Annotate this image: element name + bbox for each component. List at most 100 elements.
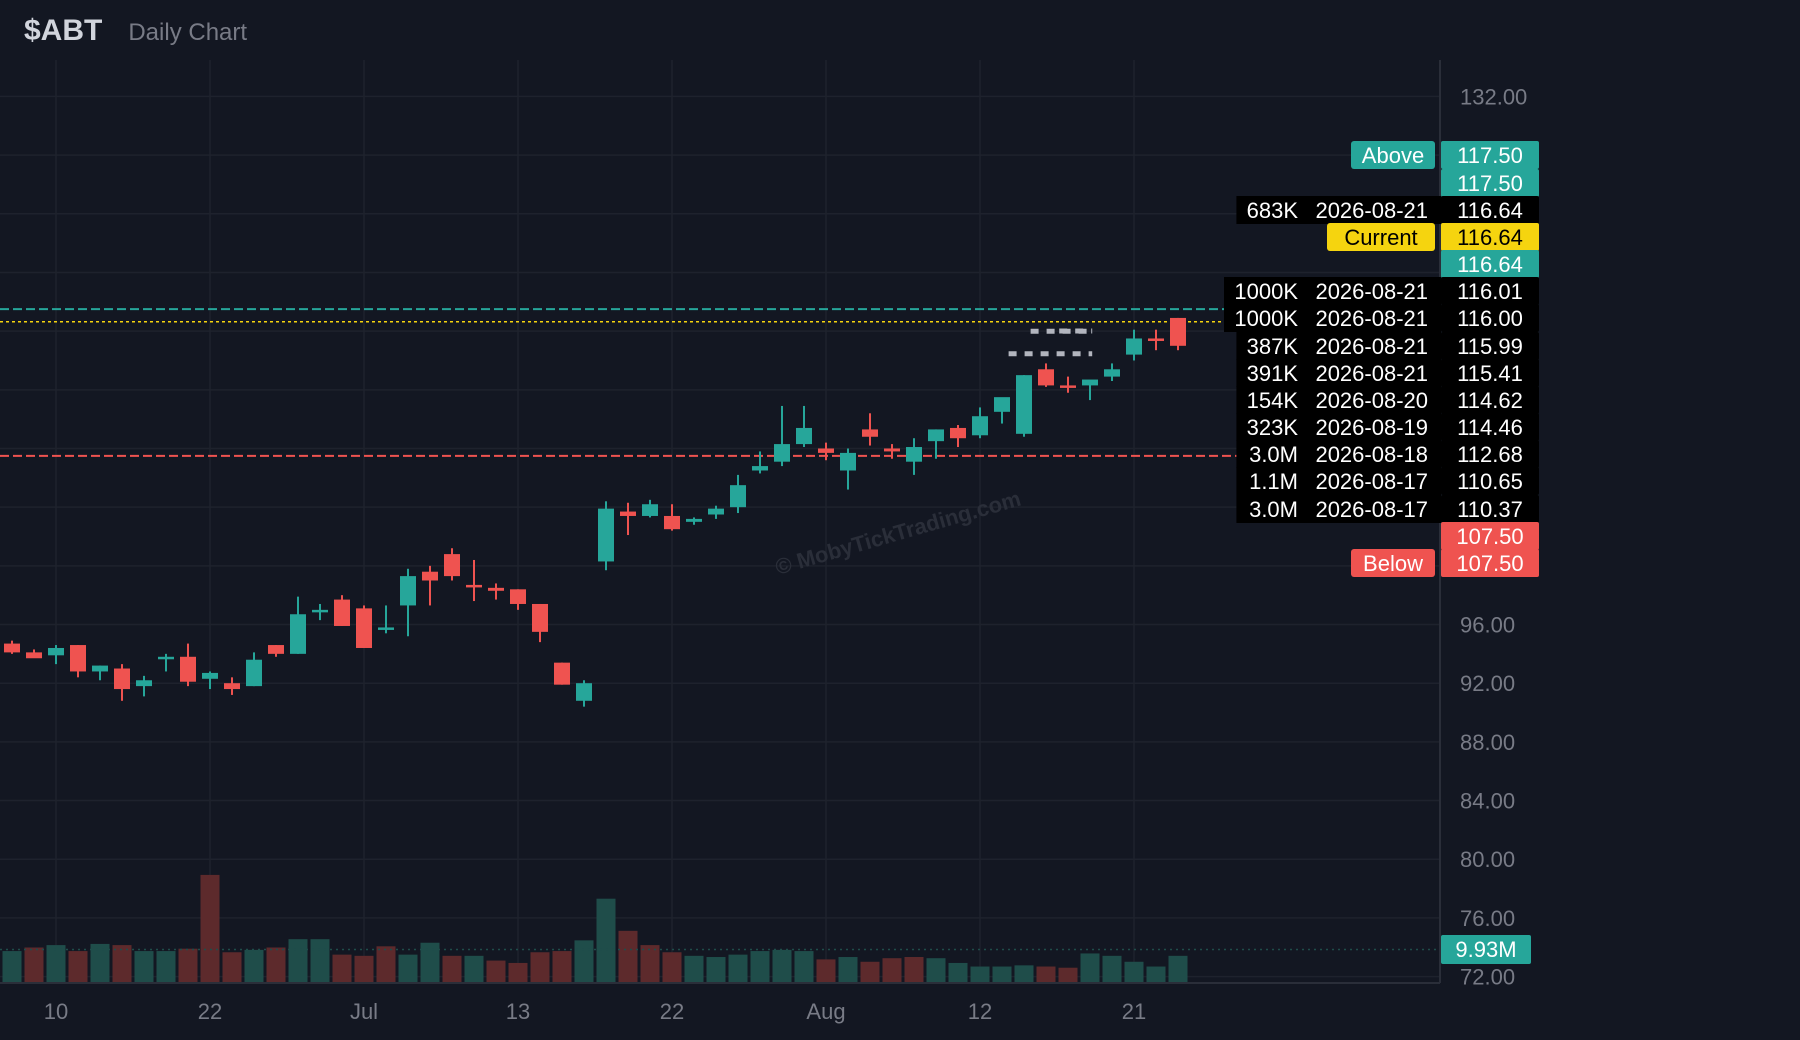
order-volume: 3.0M — [1249, 497, 1298, 522]
candle-body — [334, 599, 350, 626]
candle-body — [1170, 317, 1186, 346]
candle — [818, 442, 834, 461]
order-date: 2026-08-18 — [1315, 442, 1428, 467]
price-flag: 110.37 2026-08-17 3.0M — [1236, 495, 1539, 523]
order-date: 2026-08-17 — [1315, 497, 1428, 522]
order-volume: 387K — [1247, 334, 1299, 359]
candle-body — [1016, 375, 1032, 434]
x-tick-label: 21 — [1122, 999, 1146, 1024]
candle — [1038, 363, 1054, 387]
candle-body — [818, 448, 834, 453]
line-tag-label: Above — [1362, 143, 1424, 168]
candle — [862, 413, 878, 446]
candle-body — [290, 614, 306, 654]
candle-body — [620, 511, 636, 516]
price-flag: 107.50 — [1441, 522, 1539, 550]
candle-body — [114, 668, 130, 690]
price-flag-box — [1441, 413, 1539, 441]
price-flag-value: 116.64 — [1457, 252, 1523, 277]
candle — [686, 517, 702, 525]
x-tick-label: 12 — [968, 999, 992, 1024]
volume-bar — [904, 957, 924, 982]
volume-bar — [640, 945, 660, 982]
candle-body — [576, 683, 592, 701]
candle — [532, 603, 548, 643]
candle-body — [70, 645, 86, 672]
ticker-symbol[interactable]: $ABT — [24, 14, 103, 47]
price-flag: 116.64 2026-08-21 683K — [1236, 196, 1539, 224]
line-tag-box — [1351, 549, 1435, 577]
price-flag-box — [1441, 440, 1539, 468]
candle — [796, 405, 812, 448]
candle-body — [708, 508, 724, 515]
candle — [928, 429, 944, 459]
candle-body — [356, 608, 372, 648]
candle-body — [444, 554, 460, 577]
price-flag-value: 107.50 — [1456, 551, 1523, 576]
volume-bar — [750, 951, 770, 982]
candle — [1126, 329, 1142, 361]
price-flag: 114.62 2026-08-20 154K — [1236, 386, 1539, 414]
order-info-box — [1224, 304, 1441, 332]
price-flag-value: 115.41 — [1457, 361, 1523, 386]
candle — [840, 448, 856, 490]
candle-body — [840, 452, 856, 471]
candle — [290, 596, 306, 654]
candle — [774, 405, 790, 467]
volume-bar — [310, 939, 330, 982]
right-labels: 117.50Above117.50116.642026-08-21683K116… — [1224, 141, 1539, 577]
candle — [92, 665, 108, 681]
candle-body — [268, 645, 284, 654]
candle-body — [422, 571, 438, 581]
line-tag-label: Below — [1363, 551, 1423, 576]
volume-bar — [530, 952, 550, 982]
price-flag: 117.50 Above — [1351, 141, 1539, 169]
volume-bar — [794, 951, 814, 982]
volume-bar — [552, 951, 572, 982]
volume-bar — [332, 954, 352, 982]
volume-bar — [398, 954, 418, 982]
volume-flag: 9.93M — [1441, 935, 1531, 964]
candle — [1170, 317, 1186, 351]
candle-body — [730, 485, 746, 508]
price-flag-box — [1441, 332, 1539, 360]
candle — [554, 662, 570, 685]
price-flag-value: 116.01 — [1457, 279, 1523, 304]
y-tick-label: 132.00 — [1460, 84, 1527, 109]
volume-bar — [816, 959, 836, 982]
candle — [422, 565, 438, 606]
price-flag-value: 117.50 — [1457, 171, 1523, 196]
order-volume: 391K — [1247, 361, 1299, 386]
candle-body — [884, 448, 900, 452]
volume-bar — [706, 957, 726, 982]
volume-bar — [948, 962, 968, 982]
volume-bar — [662, 952, 682, 982]
order-volume: 323K — [1247, 415, 1299, 440]
candle — [576, 680, 592, 707]
candle — [48, 645, 64, 665]
candle — [158, 653, 174, 672]
volume-bar — [1146, 966, 1166, 982]
price-flag-value: 114.46 — [1457, 415, 1523, 440]
volume-bar — [1102, 955, 1122, 982]
x-tick-label: 22 — [198, 999, 222, 1024]
line-tag-label: Current — [1344, 225, 1417, 250]
price-flag-value: 112.68 — [1457, 442, 1523, 467]
x-tick-label: 10 — [44, 999, 68, 1024]
candle — [4, 640, 20, 654]
candle — [598, 501, 614, 571]
price-flag: 114.46 2026-08-19 323K — [1236, 413, 1539, 441]
price-flag: 110.65 2026-08-17 1.1M — [1236, 467, 1539, 495]
price-flag-value: 117.50 — [1457, 143, 1523, 168]
line-tag-box — [1351, 141, 1435, 169]
volume-bar — [68, 951, 88, 982]
candle-body — [488, 587, 504, 591]
volume-flag-value: 9.93M — [1455, 937, 1516, 962]
volume-bar — [134, 951, 154, 982]
candle — [312, 603, 328, 621]
volume-bar — [618, 930, 638, 982]
candle — [334, 595, 350, 626]
candle-body — [136, 680, 152, 687]
candle-body — [906, 447, 922, 462]
